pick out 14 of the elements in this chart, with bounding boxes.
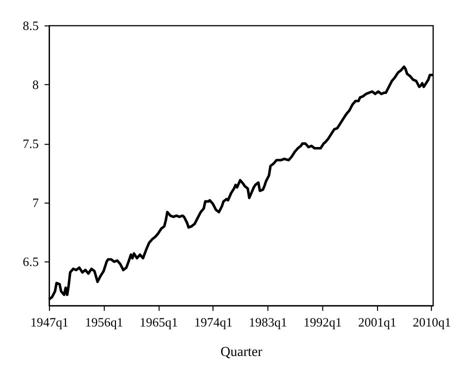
- y-tick-label: 6.5: [22, 255, 39, 270]
- x-tick-label: 1956q1: [85, 316, 124, 330]
- x-tick-label: 1947q1: [30, 316, 69, 330]
- y-tick-label: 7: [32, 196, 39, 210]
- y-tick-label: 8.5: [22, 18, 39, 33]
- x-tick-label: 1983q1: [248, 316, 288, 330]
- x-tick-label: 1992q1: [304, 316, 342, 330]
- y-tick-label: 8: [32, 78, 39, 92]
- x-tick-label: 1965q1: [140, 316, 178, 330]
- x-tick-label: 1974q1: [194, 316, 232, 330]
- y-tick-label: 7.5: [22, 136, 39, 151]
- x-tick-label: 2001q1: [358, 316, 396, 330]
- x-axis-title: Quarter: [220, 344, 263, 359]
- x-tick-label: 2010q1: [412, 316, 451, 330]
